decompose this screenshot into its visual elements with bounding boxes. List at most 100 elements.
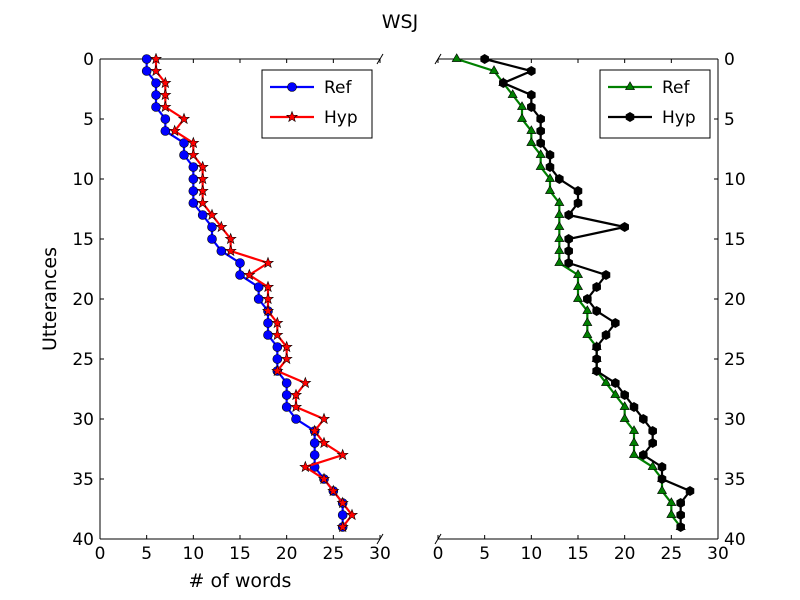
data-point: [624, 81, 636, 90]
data-point: [648, 426, 657, 436]
data-point: [280, 340, 293, 353]
data-point: [527, 102, 536, 112]
data-point: [281, 390, 292, 400]
data-point: [657, 462, 667, 472]
data-point: [628, 437, 640, 446]
data-point: [263, 318, 273, 328]
data-point: [317, 472, 331, 485]
data-point: [285, 110, 299, 123]
data-point: [299, 376, 312, 389]
data-point: [625, 112, 635, 122]
x-tick-label: 15: [567, 544, 589, 564]
y-tick-label: 40: [72, 530, 94, 550]
data-point: [253, 282, 264, 292]
data-point: [261, 280, 275, 293]
data-point: [554, 221, 565, 230]
y-tick-label: 15: [724, 230, 746, 250]
data-point: [629, 402, 639, 412]
data-point: [526, 137, 537, 146]
series-hyp-000000: [480, 54, 695, 532]
y-tick-label: 30: [724, 410, 746, 430]
data-point: [610, 389, 621, 398]
data-point: [592, 342, 601, 352]
data-point: [582, 317, 593, 326]
data-point: [573, 186, 583, 196]
x-tick-label: 5: [479, 544, 490, 564]
series-line: [145, 59, 344, 527]
data-point: [317, 436, 331, 449]
data-point: [224, 232, 237, 245]
data-point: [544, 185, 556, 194]
data-point: [666, 497, 677, 506]
data-point: [648, 438, 657, 448]
data-point: [149, 53, 163, 65]
y-tick-label: 10: [724, 170, 746, 190]
y-tick-label: 5: [83, 110, 94, 130]
data-point: [196, 172, 209, 185]
data-point: [535, 149, 546, 158]
legend: Ref Hyp: [261, 69, 373, 139]
data-point: [666, 509, 677, 518]
data-point: [499, 78, 508, 88]
data-point: [263, 330, 273, 340]
legend-box: [261, 69, 373, 139]
data-point: [151, 90, 161, 100]
data-point: [611, 378, 620, 388]
y-tick-label: 35: [724, 470, 746, 490]
data-point: [271, 328, 284, 341]
data-point: [177, 112, 191, 125]
data-point: [628, 449, 640, 458]
left-panel: 0 5 10 15 20 25 30 0 5 10 15 20 25 30 35 40 # of words Ut…: [39, 50, 391, 592]
data-point: [261, 292, 275, 305]
data-point: [554, 209, 565, 218]
legend-label: Hyp: [662, 108, 696, 128]
data-point: [197, 210, 208, 220]
data-point: [168, 124, 181, 137]
series-hyp-ff0000: [149, 53, 359, 533]
data-point: [271, 316, 284, 329]
data-point: [179, 150, 189, 160]
data-point: [188, 198, 199, 208]
data-point: [280, 352, 293, 365]
legend-label: Hyp: [324, 108, 358, 128]
data-point: [592, 282, 601, 292]
data-point: [291, 414, 301, 424]
y-axis-label: Utterances: [39, 247, 61, 351]
y-tick-label: 25: [72, 350, 94, 370]
x-tick-label: 5: [141, 544, 152, 564]
data-point: [235, 258, 245, 268]
right-panel: 0 5 10 15 20 25 30 0 5 10 15 20 25 30 35 40 Ref Hyp: [433, 50, 746, 564]
y-tick-label: 35: [72, 470, 94, 490]
data-point: [676, 522, 685, 532]
data-point: [261, 304, 275, 317]
data-point: [207, 222, 217, 232]
data-point: [507, 89, 518, 98]
x-tick-label: 30: [369, 544, 391, 564]
data-point: [179, 138, 189, 148]
data-point: [657, 474, 667, 484]
data-point: [159, 88, 172, 101]
data-point: [160, 126, 171, 136]
legend-box: [599, 69, 711, 139]
y-tick-label: 40: [724, 530, 746, 550]
y-tick-label: 5: [724, 110, 735, 130]
data-point: [628, 425, 640, 434]
data-point: [639, 414, 648, 424]
data-point: [160, 114, 171, 124]
data-point: [619, 413, 630, 422]
y-tick-label: 25: [724, 350, 746, 370]
plot-area: [141, 53, 359, 533]
data-point: [639, 450, 648, 460]
series-line: [456, 57, 682, 528]
data-point: [564, 246, 573, 256]
x-axis-label: # of words: [189, 570, 292, 592]
data-point: [527, 90, 536, 100]
data-point: [336, 520, 349, 533]
data-point: [216, 246, 227, 256]
data-point: [572, 293, 584, 302]
y-tick-label: 0: [724, 50, 735, 70]
legend: Ref Hyp: [599, 69, 711, 139]
data-point: [289, 400, 303, 413]
data-point: [564, 234, 573, 244]
